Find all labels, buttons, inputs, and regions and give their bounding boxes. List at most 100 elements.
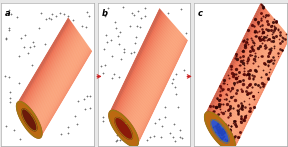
- Polygon shape: [22, 24, 73, 110]
- Polygon shape: [36, 44, 88, 131]
- Polygon shape: [219, 19, 275, 131]
- Polygon shape: [231, 33, 287, 145]
- Polygon shape: [110, 9, 160, 113]
- Polygon shape: [230, 32, 286, 143]
- Polygon shape: [233, 36, 288, 147]
- Polygon shape: [211, 10, 267, 121]
- Polygon shape: [122, 23, 173, 127]
- Polygon shape: [127, 29, 178, 133]
- Polygon shape: [131, 32, 181, 137]
- Polygon shape: [114, 14, 165, 118]
- Polygon shape: [40, 50, 92, 136]
- Polygon shape: [24, 27, 75, 113]
- Polygon shape: [119, 19, 169, 124]
- Polygon shape: [110, 9, 161, 114]
- Polygon shape: [34, 42, 86, 128]
- Polygon shape: [210, 9, 266, 120]
- Polygon shape: [20, 21, 71, 107]
- Polygon shape: [232, 34, 288, 146]
- Polygon shape: [114, 13, 164, 118]
- Polygon shape: [212, 11, 268, 123]
- Polygon shape: [38, 47, 89, 133]
- Polygon shape: [207, 5, 263, 117]
- Polygon shape: [21, 23, 73, 109]
- Polygon shape: [130, 31, 180, 136]
- Polygon shape: [215, 14, 271, 126]
- Polygon shape: [115, 15, 166, 120]
- Polygon shape: [205, 3, 261, 115]
- Polygon shape: [207, 4, 263, 116]
- Polygon shape: [137, 39, 187, 144]
- Polygon shape: [218, 18, 274, 130]
- Polygon shape: [26, 30, 77, 116]
- Polygon shape: [212, 10, 268, 122]
- Polygon shape: [229, 30, 285, 142]
- Polygon shape: [129, 31, 180, 135]
- Polygon shape: [40, 50, 91, 136]
- Polygon shape: [116, 16, 166, 120]
- Polygon shape: [127, 28, 177, 133]
- Polygon shape: [19, 20, 71, 106]
- Polygon shape: [209, 7, 265, 119]
- Polygon shape: [25, 28, 76, 114]
- Polygon shape: [23, 26, 75, 112]
- Polygon shape: [211, 9, 267, 121]
- Polygon shape: [126, 26, 176, 131]
- Polygon shape: [111, 10, 162, 115]
- Polygon shape: [24, 28, 76, 114]
- Polygon shape: [109, 110, 138, 147]
- Polygon shape: [125, 25, 175, 130]
- Polygon shape: [41, 51, 92, 137]
- Polygon shape: [118, 18, 168, 122]
- Polygon shape: [22, 24, 73, 110]
- Polygon shape: [32, 38, 83, 124]
- Polygon shape: [39, 48, 90, 135]
- Polygon shape: [122, 22, 172, 127]
- Polygon shape: [223, 24, 279, 135]
- Polygon shape: [215, 14, 270, 126]
- Polygon shape: [224, 25, 280, 137]
- Polygon shape: [232, 35, 288, 146]
- Polygon shape: [113, 12, 163, 117]
- Polygon shape: [124, 24, 174, 129]
- Polygon shape: [129, 30, 179, 135]
- Polygon shape: [22, 109, 37, 131]
- Polygon shape: [134, 36, 184, 141]
- Polygon shape: [225, 26, 281, 138]
- Polygon shape: [230, 32, 286, 144]
- Polygon shape: [234, 37, 288, 147]
- Polygon shape: [117, 17, 168, 121]
- Polygon shape: [135, 38, 186, 142]
- Polygon shape: [134, 36, 184, 140]
- Polygon shape: [39, 49, 91, 135]
- Polygon shape: [18, 19, 70, 105]
- Text: a: a: [5, 9, 11, 18]
- Polygon shape: [33, 40, 84, 126]
- Polygon shape: [109, 8, 160, 113]
- Polygon shape: [222, 22, 278, 134]
- Polygon shape: [115, 14, 165, 119]
- Polygon shape: [111, 10, 161, 115]
- Polygon shape: [31, 37, 82, 123]
- Polygon shape: [229, 31, 285, 143]
- Polygon shape: [113, 12, 164, 117]
- Polygon shape: [28, 32, 79, 118]
- Polygon shape: [29, 34, 81, 120]
- Polygon shape: [29, 34, 80, 120]
- Polygon shape: [17, 102, 42, 138]
- Text: b: b: [101, 9, 107, 18]
- Polygon shape: [120, 21, 171, 125]
- Polygon shape: [204, 112, 235, 147]
- Polygon shape: [25, 29, 77, 115]
- Polygon shape: [126, 27, 177, 132]
- Polygon shape: [26, 30, 78, 116]
- Polygon shape: [204, 112, 235, 147]
- Polygon shape: [213, 12, 269, 124]
- Polygon shape: [29, 33, 80, 119]
- Polygon shape: [210, 8, 266, 120]
- Polygon shape: [18, 19, 69, 105]
- Polygon shape: [123, 23, 173, 128]
- Polygon shape: [17, 17, 69, 104]
- Polygon shape: [36, 43, 87, 129]
- Polygon shape: [208, 6, 264, 118]
